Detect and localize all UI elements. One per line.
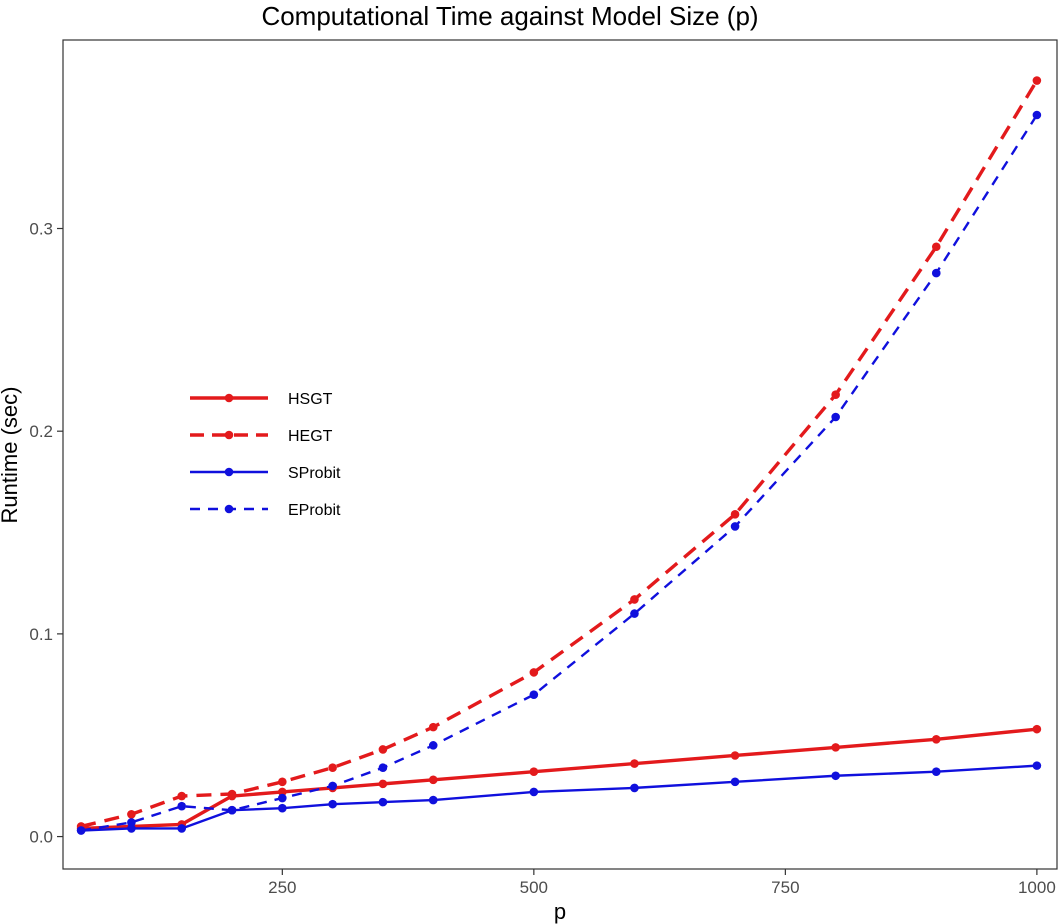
data-point-hegt (529, 668, 539, 677)
data-point-hegt (428, 722, 438, 732)
data-point-hsgt (1032, 724, 1042, 734)
data-point-eprobit (76, 826, 86, 835)
data-point-eprobit (378, 763, 388, 772)
data-point-hsgt (730, 751, 740, 760)
legend-entry-hsgt: HSGT (190, 391, 333, 408)
data-point-sprobit (630, 783, 639, 793)
y-axis-label: Runtime (sec) (0, 387, 22, 524)
data-point-hegt (177, 791, 187, 801)
data-point-eprobit (127, 818, 136, 827)
y-tick-label: 0.1 (29, 625, 53, 644)
data-point-hegt (931, 242, 941, 252)
data-point-eprobit (177, 801, 187, 811)
legend: HSGT HEGT SProbit EProbit (190, 391, 341, 519)
data-point-eprobit (428, 741, 438, 750)
data-point-sprobit (177, 824, 187, 833)
y-tick-label: 0.3 (29, 220, 53, 239)
data-point-hsgt (529, 767, 539, 777)
axis-ticks: 250 500 750 1000 0.0 0.1 0.2 0.3 (29, 220, 1055, 897)
x-tick-label: 750 (771, 878, 799, 897)
legend-key-point (224, 467, 234, 477)
data-point-hegt (378, 745, 388, 754)
data-point-sprobit (931, 767, 941, 777)
data-point-sprobit (378, 797, 388, 807)
series-eprobit (76, 110, 1042, 835)
plot-panel-border (62, 39, 1058, 870)
data-point-hegt (1032, 76, 1042, 85)
x-tick-label: 500 (520, 878, 548, 897)
chart-title: Computational Time against Model Size (p… (261, 1, 758, 31)
data-point-hegt (227, 789, 237, 799)
data-point-hsgt (831, 743, 840, 752)
x-tick-label: 1000 (1018, 878, 1056, 897)
series-lines (76, 76, 1042, 835)
series-line-eprobit (80, 114, 1038, 832)
series-sprobit (76, 761, 1042, 835)
legend-entry-hegt: HEGT (190, 428, 333, 445)
legend-label: HSGT (288, 391, 333, 408)
data-point-eprobit (730, 522, 740, 531)
legend-entry-sprobit: SProbit (190, 465, 341, 482)
data-point-sprobit (278, 803, 287, 813)
x-axis-label: p (554, 899, 566, 924)
data-point-eprobit (931, 268, 941, 278)
data-point-hsgt (931, 734, 941, 744)
data-point-hegt (630, 595, 639, 604)
series-line-hsgt (81, 727, 1038, 831)
data-point-hegt (831, 390, 840, 400)
data-point-hsgt (278, 787, 287, 797)
data-point-sprobit (1032, 761, 1042, 770)
data-point-hsgt (428, 775, 438, 785)
data-point-hegt (127, 809, 136, 819)
legend-label: EProbit (288, 502, 341, 519)
data-point-hegt (278, 777, 287, 787)
data-point-eprobit (831, 412, 840, 422)
legend-key-point (224, 504, 234, 514)
series-line-hegt (80, 79, 1039, 829)
data-point-sprobit (831, 771, 840, 781)
legend-label: HEGT (288, 428, 333, 445)
series-hsgt (76, 724, 1042, 833)
series-line-sprobit (81, 764, 1037, 832)
data-point-sprobit (127, 824, 136, 833)
data-point-hegt (328, 763, 337, 772)
data-point-hegt (730, 509, 740, 519)
series-hegt (76, 76, 1042, 831)
data-point-eprobit (278, 793, 287, 803)
legend-key-point (224, 393, 234, 403)
x-tick-label: 250 (268, 878, 296, 897)
y-tick-label: 0.0 (29, 828, 53, 847)
data-point-hsgt (630, 759, 639, 768)
data-point-eprobit (529, 690, 539, 699)
y-tick-label: 0.2 (29, 422, 53, 441)
legend-label: SProbit (288, 465, 341, 482)
data-point-sprobit (428, 795, 438, 805)
data-point-sprobit (529, 787, 539, 797)
data-point-eprobit (1032, 110, 1042, 120)
data-point-hsgt (378, 779, 388, 789)
data-point-sprobit (328, 799, 337, 809)
legend-key-point (224, 430, 234, 440)
legend-entry-eprobit: EProbit (190, 502, 341, 519)
data-point-sprobit (730, 777, 740, 787)
data-point-eprobit (630, 609, 639, 618)
data-point-eprobit (328, 781, 337, 791)
data-point-eprobit (227, 805, 237, 815)
